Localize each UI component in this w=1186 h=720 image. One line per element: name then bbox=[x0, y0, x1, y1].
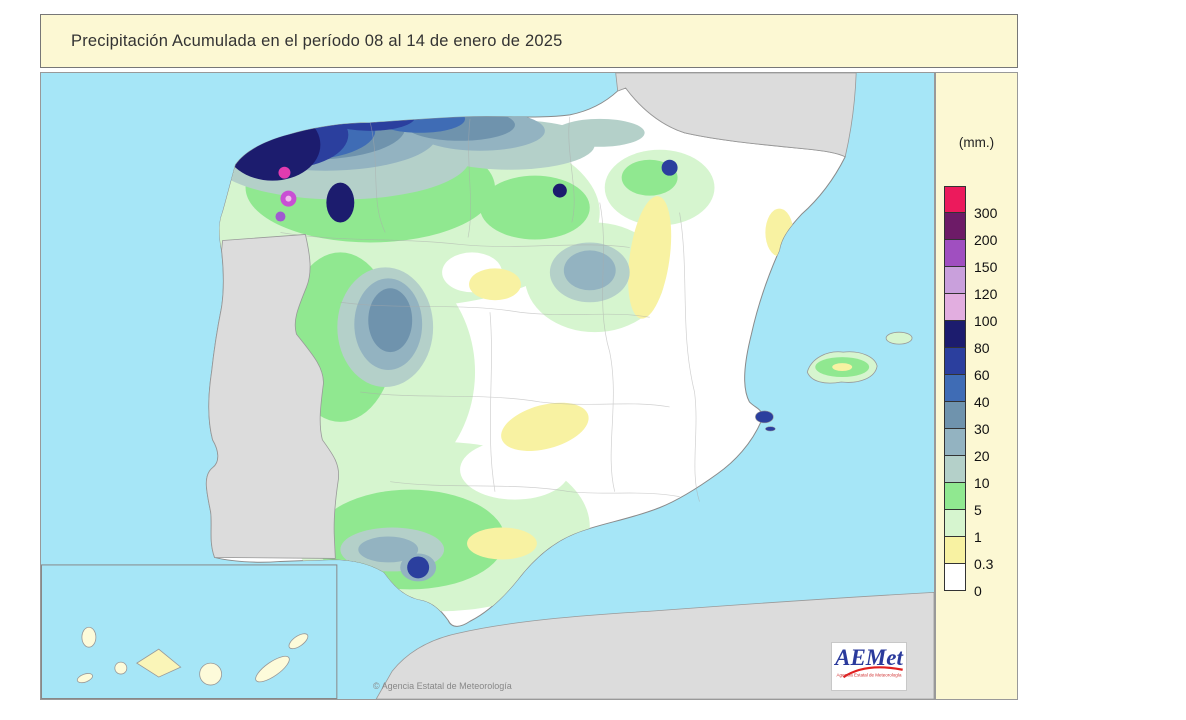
precipitation-map-svg bbox=[41, 73, 934, 699]
attribution-text: © Agencia Estatal de Meteorología bbox=[373, 681, 512, 691]
legend-value-80: 80 bbox=[974, 340, 990, 356]
balearic-islands bbox=[755, 331, 913, 432]
legend-color-swatch-0 bbox=[944, 564, 966, 591]
legend-color-swatch-40 bbox=[944, 375, 966, 402]
legend-value-30: 30 bbox=[974, 421, 990, 437]
aemet-logo-subtext: Agencia Estatal de Meteorología bbox=[836, 673, 902, 678]
legend-value-0.3: 0.3 bbox=[974, 556, 994, 572]
island-gran-canaria bbox=[199, 662, 222, 686]
map-attribution: © Agencia Estatal de Meteorología bbox=[373, 681, 512, 691]
legend-value-60: 60 bbox=[974, 367, 990, 383]
legend-unit-label: (mm.) bbox=[958, 135, 995, 150]
legend-color-swatch-150 bbox=[944, 240, 966, 267]
province-borders bbox=[280, 116, 700, 502]
island-menorca bbox=[885, 331, 913, 345]
island-el-hierro bbox=[76, 673, 93, 684]
legend-value-100: 100 bbox=[974, 313, 998, 329]
legend-value-20: 20 bbox=[974, 448, 990, 464]
island-fuerteventura bbox=[255, 655, 290, 683]
france-region bbox=[615, 73, 857, 158]
aemet-logo: AEMet Agencia Estatal de Meteorología bbox=[831, 642, 907, 691]
legend-value-200: 200 bbox=[974, 232, 998, 248]
legend-colorbar: 300 200 150 120 100 80 60 40 30 20 10 5 1 0.3 0 bbox=[944, 186, 1014, 599]
legend-color-swatch-100 bbox=[944, 294, 966, 321]
map-title-bar: Precipitación Acumulada en el período 08… bbox=[40, 14, 1018, 68]
legend-color-swatch-5 bbox=[944, 483, 966, 510]
island-lanzarote bbox=[288, 633, 309, 650]
island-formentera bbox=[765, 426, 776, 432]
legend-color-swatch-0.3 bbox=[944, 537, 966, 564]
legend-value-150: 150 bbox=[974, 259, 998, 275]
legend-color-swatch-80 bbox=[944, 321, 966, 348]
map-panel: © Agencia Estatal de Meteorología AEMet … bbox=[40, 72, 935, 700]
legend-color-swatch-10 bbox=[944, 456, 966, 483]
legend-value-0: 0 bbox=[974, 583, 982, 599]
legend-value-1: 1 bbox=[974, 529, 982, 545]
portugal-region bbox=[205, 234, 340, 559]
legend-value-10: 10 bbox=[974, 475, 990, 491]
legend-color-swatch-300 bbox=[944, 186, 966, 213]
legend-color-swatch-1 bbox=[944, 510, 966, 537]
africa-region bbox=[375, 591, 934, 699]
aemet-logo-text-wrap: AEMet bbox=[832, 643, 906, 679]
legend-value-300: 300 bbox=[974, 205, 998, 221]
legend-color-swatch-120 bbox=[944, 267, 966, 294]
island-ibiza bbox=[755, 410, 774, 424]
legend-value-120: 120 bbox=[974, 286, 998, 302]
legend-value-5: 5 bbox=[974, 502, 982, 518]
legend-color-swatch-200 bbox=[944, 213, 966, 240]
legend-color-swatch-20 bbox=[944, 429, 966, 456]
island-la-gomera bbox=[114, 661, 128, 675]
legend-color-swatch-60 bbox=[944, 348, 966, 375]
canary-inset bbox=[41, 564, 338, 699]
legend-value-40: 40 bbox=[974, 394, 990, 410]
island-tenerife bbox=[136, 648, 182, 678]
island-la-palma bbox=[81, 626, 97, 648]
legend-panel: (mm.) 300 200 150 120 100 80 60 40 30 20 10 5 1 0.3 0 bbox=[935, 72, 1018, 700]
aemet-logo-text: AEMet bbox=[835, 645, 903, 670]
legend-color-swatch-30 bbox=[944, 402, 966, 429]
map-title: Precipitación Acumulada en el período 08… bbox=[71, 31, 563, 50]
